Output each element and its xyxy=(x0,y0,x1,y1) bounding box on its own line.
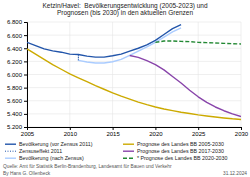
legend-swatch xyxy=(5,151,16,152)
chart: Ketzin/Havel: Bevölkerungsentwicklung (2… xyxy=(0,0,250,177)
tick-mark xyxy=(24,127,27,128)
grid-line xyxy=(27,61,241,62)
tick-label: 2010 xyxy=(64,131,78,137)
footer: Quelle: Amt für Statistik Berlin-Branden… xyxy=(3,164,247,176)
tick-label: 2005 xyxy=(21,131,35,137)
tick-mark xyxy=(24,88,27,89)
tick: 2005 xyxy=(21,127,35,137)
series-line xyxy=(27,49,241,120)
tick: 6.400 xyxy=(7,46,27,52)
tick-label: 6.000 xyxy=(7,72,23,78)
grid-line xyxy=(112,22,113,127)
tick: 5.400 xyxy=(7,111,27,117)
legend-label: Zensuseffekt 2011 xyxy=(19,148,62,154)
tick: 2015 xyxy=(106,127,120,137)
series-line xyxy=(78,28,181,63)
tick-label: 2020 xyxy=(149,131,163,137)
grid-line xyxy=(27,35,241,36)
x-axis: 2005 2010 2015 2020 2025 2030 xyxy=(21,127,249,137)
tick: 2010 xyxy=(64,127,78,137)
date-note: 31.12.2024 xyxy=(223,171,247,176)
tick-label: 6.200 xyxy=(7,59,23,65)
tick-mark xyxy=(24,48,27,49)
tick: 6.200 xyxy=(7,59,27,65)
grid xyxy=(27,22,241,127)
legend-item: Bevölkerung (nach Zensus) xyxy=(5,155,84,161)
tick-mark xyxy=(24,114,27,115)
tick-label: 5.400 xyxy=(7,111,23,117)
legend-swatch xyxy=(123,143,134,144)
series-line xyxy=(130,55,241,116)
legend: Bevölkerung (vor Zensus 2011)Zensuseffek… xyxy=(5,141,227,161)
tick-mark xyxy=(24,75,27,76)
source-note: Quelle: Amt für Statistik Berlin-Branden… xyxy=(3,164,172,169)
tick: 5.800 xyxy=(7,85,27,91)
legend-item: Zensuseffekt 2011 xyxy=(5,148,62,154)
grid-line xyxy=(241,22,242,127)
legend-label: Prognose des Landes BB 2005-2030 xyxy=(137,141,224,147)
grid-line xyxy=(27,48,241,49)
tick: 5.200 xyxy=(7,124,27,130)
legend-item: Prognose des Landes BB 2017-2030 xyxy=(123,148,224,154)
legend-label: Bevölkerung (nach Zensus) xyxy=(19,155,84,161)
legend-label: Bevölkerung (vor Zensus 2011) xyxy=(19,141,93,147)
legend-swatch xyxy=(5,143,16,144)
tick: 2020 xyxy=(149,127,163,137)
grid-line xyxy=(27,74,241,75)
grid-line xyxy=(27,87,241,88)
tick: 2030 xyxy=(235,127,249,137)
y-axis: 5.200 5.400 5.600 5.800 6.000 6.200 6.400 6.600… xyxy=(7,19,28,130)
tick: 5.600 xyxy=(7,98,27,104)
tick-label: 5.600 xyxy=(7,98,23,104)
tick-label: 2015 xyxy=(106,131,120,137)
legend-item: Prognose des Landes BB 2005-2030 xyxy=(123,141,224,147)
series-line xyxy=(155,41,241,44)
tick-mark xyxy=(70,127,71,130)
legend-swatch xyxy=(123,150,134,151)
author-note: By Hans G. Ollenbeck xyxy=(3,171,51,176)
tick-mark xyxy=(198,127,199,130)
tick-mark xyxy=(113,127,114,130)
grid-line xyxy=(27,113,241,114)
tick: 2025 xyxy=(192,127,206,137)
grid-line xyxy=(155,22,156,127)
tick-mark xyxy=(24,22,27,23)
legend-item: Bevölkerung (vor Zensus 2011) xyxy=(5,141,93,147)
tick-label: 5.800 xyxy=(7,85,23,91)
tick-mark xyxy=(241,127,242,130)
tick: 6.000 xyxy=(7,72,27,78)
axis-line xyxy=(28,128,242,131)
legend-label: * Prognose des Landes BB 2020-2030 xyxy=(137,155,227,161)
tick-label: 6.400 xyxy=(7,46,23,52)
tick-label: 2025 xyxy=(192,131,206,137)
series-line xyxy=(78,54,79,60)
tick-label: 5.200 xyxy=(7,124,23,130)
grid-line xyxy=(27,22,241,23)
legend-swatch xyxy=(5,157,16,158)
legend-swatch xyxy=(123,157,134,158)
tick-label: 2030 xyxy=(235,131,249,137)
legend-item: * Prognose des Landes BB 2020-2030 xyxy=(123,155,227,161)
tick-mark xyxy=(24,101,27,102)
legend-label: Prognose des Landes BB 2017-2030 xyxy=(137,148,224,154)
axis-line xyxy=(24,23,28,128)
title: Ketzin/Havel: Bevölkerungsentwicklung (2… xyxy=(42,2,208,17)
tick-label: 6.800 xyxy=(7,19,23,25)
tick-mark xyxy=(24,61,27,62)
tick: 6.600 xyxy=(7,33,27,39)
tick-label: 6.600 xyxy=(7,33,23,39)
plot-area xyxy=(27,25,241,120)
tick-mark xyxy=(24,35,27,36)
tick: 6.800 xyxy=(7,19,27,25)
grid-line xyxy=(198,22,199,127)
tick-mark xyxy=(155,127,156,130)
